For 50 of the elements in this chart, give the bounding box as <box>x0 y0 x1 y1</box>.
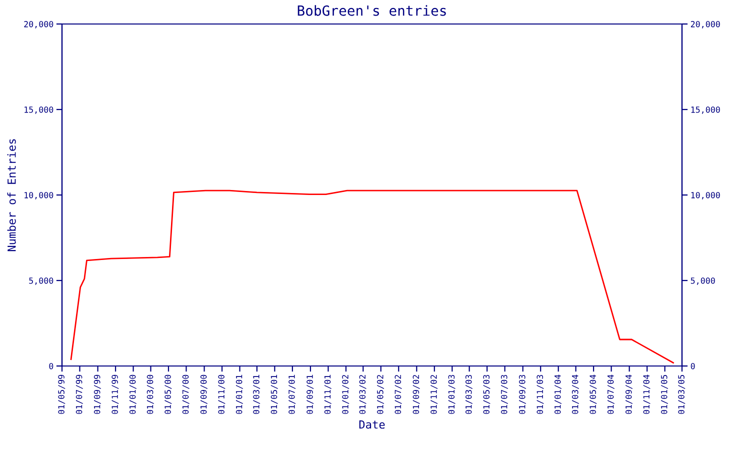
y2-tick-label: 20,000 <box>690 21 720 28</box>
x-tick-label: 01/11/00 <box>218 374 226 414</box>
x-tick-label: 01/01/00 <box>129 374 136 414</box>
x-tick-label: 01/05/99 <box>58 374 66 414</box>
line-series <box>70 190 674 364</box>
x-tick-label: 01/01/01 <box>236 374 243 414</box>
x-tick-label: 01/09/02 <box>412 375 420 414</box>
x-tick-label: 01/03/02 <box>359 375 366 414</box>
x-tick-label: 01/03/01 <box>253 374 260 414</box>
x-tick-label: 01/11/02 <box>430 375 438 414</box>
x-tick-label: 01/01/04 <box>554 374 562 414</box>
x-tick-label: 01/07/01 <box>288 374 296 414</box>
x-tick-label: 01/07/00 <box>182 374 190 414</box>
x-tick-label: 01/03/05 <box>678 375 686 414</box>
x-tick-label: 01/05/02 <box>377 375 384 414</box>
y-tick-label: 10,000 <box>24 192 54 200</box>
x-tick-label: 01/05/01 <box>270 374 278 414</box>
x-tick-label: 01/11/01 <box>324 374 332 414</box>
x-tick-label: 01/07/04 <box>607 374 614 414</box>
x-tick-label: 01/01/03 <box>448 374 456 414</box>
y-tick-label: 15,000 <box>24 106 54 114</box>
x-tick-label: 01/05/03 <box>483 374 490 414</box>
x-tick-label: 01/11/03 <box>536 374 544 414</box>
chart-title: BobGreen's entries <box>298 5 446 16</box>
y-axis-title: Number of Entries <box>7 139 16 252</box>
x-tick-label: 01/09/03 <box>518 374 526 414</box>
y-tick-label: 20,000 <box>24 21 54 28</box>
x-tick-label: 01/07/99 <box>76 374 83 414</box>
x-tick-label: 01/07/02 <box>394 375 402 414</box>
y2-tick-label: 15,000 <box>691 106 720 114</box>
x-tick-label: 01/07/03 <box>500 374 508 414</box>
y-tick-label: 0 <box>49 363 54 370</box>
x-tick-label: 01/03/03 <box>465 374 472 414</box>
x-tick-label: 01/03/04 <box>572 374 579 414</box>
y2-tick-label: 5,000 <box>690 278 715 285</box>
x-tick-label: 01/09/00 <box>200 374 208 414</box>
x-tick-label: 01/03/00 <box>146 374 154 414</box>
x-tick-label: 01/11/04 <box>643 374 650 414</box>
y2-tick-label: 0 <box>690 363 695 370</box>
y2-tick-label: 10,000 <box>691 192 720 200</box>
x-tick-label: 01/09/01 <box>306 374 314 414</box>
x-tick-label: 01/01/05 <box>660 375 668 414</box>
x-tick-label: 01/11/99 <box>112 374 119 414</box>
x-tick-label: 01/09/99 <box>94 374 101 414</box>
x-tick-label: 01/01/02 <box>342 375 350 414</box>
x-tick-label: 01/05/04 <box>590 374 597 414</box>
x-tick-label: 01/09/04 <box>625 374 632 414</box>
x-axis-title: Date <box>359 420 385 429</box>
y-tick-label: 5,000 <box>29 278 54 285</box>
x-tick-label: 01/05/00 <box>164 374 172 414</box>
